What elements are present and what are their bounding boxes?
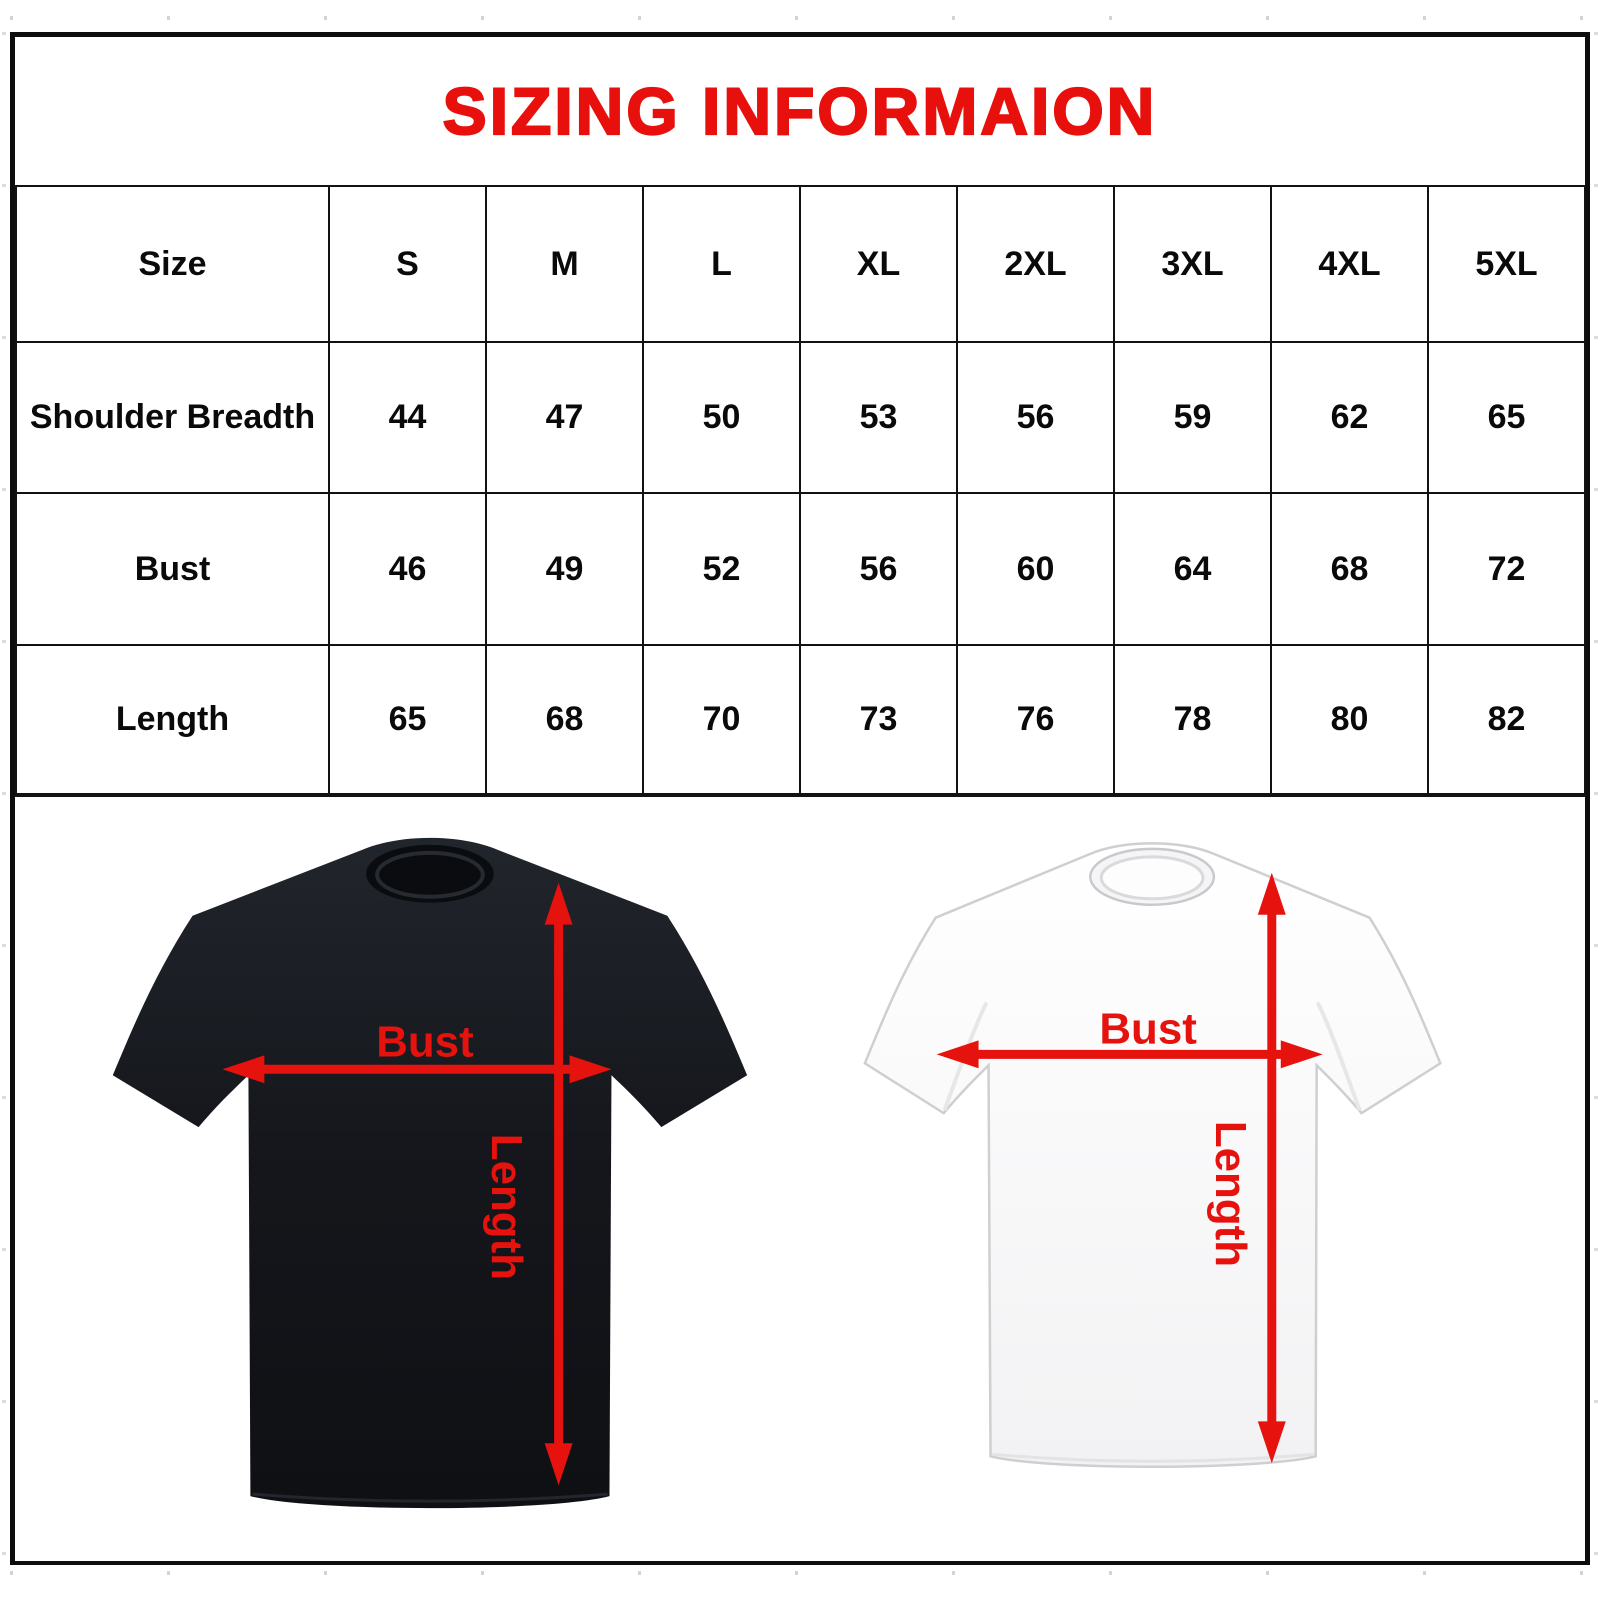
size-cell: 59 — [1113, 341, 1272, 494]
row-shoulder-breadth: Shoulder Breadth 44 47 50 53 56 59 62 65 — [15, 341, 1586, 494]
size-cell: 62 — [1270, 341, 1429, 494]
size-cell: 49 — [485, 492, 644, 646]
size-cell: 68 — [485, 644, 644, 796]
bust-arrow — [936, 1040, 1323, 1069]
white-shirt-collar-band — [1099, 855, 1205, 901]
grid-ticks-left — [2, 32, 6, 1565]
header-cell: S — [328, 185, 487, 343]
black-shirt-body — [112, 837, 748, 1509]
header-row: Size S M L XL 2XL 3XL 4XL 5XL — [15, 185, 1586, 343]
header-cell: 3XL — [1113, 185, 1272, 343]
header-cell: 2XL — [956, 185, 1115, 343]
bust-arrow — [222, 1055, 612, 1084]
row-label: Bust — [15, 492, 330, 646]
bust-label: Bust — [376, 1017, 474, 1066]
black-shirt-hem-shadow — [252, 1492, 608, 1503]
length-arrow — [544, 882, 573, 1486]
length-label: Length — [482, 1134, 531, 1280]
page-title: SIZING INFORMAION — [442, 73, 1158, 149]
header-cell: L — [642, 185, 801, 343]
white-shirt-body — [863, 842, 1442, 1468]
size-cell: 47 — [485, 341, 644, 494]
size-cell: 44 — [328, 341, 487, 494]
grid-ticks-bottom — [10, 1571, 1590, 1575]
row-length: Length 65 68 70 73 76 78 80 82 — [15, 644, 1586, 796]
size-cell: 68 — [1270, 492, 1429, 646]
header-cell: M — [485, 185, 644, 343]
white-shirt-figure: Bust Length — [863, 842, 1442, 1468]
size-cell: 65 — [328, 644, 487, 796]
size-cell: 52 — [642, 492, 801, 646]
size-cell: 64 — [1113, 492, 1272, 646]
header-cell: XL — [799, 185, 958, 343]
chart-frame: SIZING INFORMAION Size S M L XL 2XL 3XL … — [10, 32, 1590, 1565]
bust-label: Bust — [1099, 1004, 1197, 1053]
length-arrow — [1257, 872, 1286, 1464]
size-cell: 80 — [1270, 644, 1429, 796]
size-cell: 70 — [642, 644, 801, 796]
row-label: Length — [15, 644, 330, 796]
size-cell: 60 — [956, 492, 1115, 646]
size-cell: 65 — [1427, 341, 1586, 494]
length-label: Length — [1206, 1121, 1255, 1267]
grid-ticks-top — [10, 16, 1590, 20]
size-cell: 73 — [799, 644, 958, 796]
row-label: Shoulder Breadth — [15, 341, 330, 494]
black-shirt-figure: Bust Length — [112, 837, 748, 1509]
black-shirt-collar-band — [375, 850, 485, 899]
shirt-diagrams: Bust Length — [15, 797, 1585, 1561]
white-shirt-sleeve-crease-right — [1315, 1001, 1362, 1111]
header-cell-size: Size — [15, 185, 330, 343]
size-cell: 76 — [956, 644, 1115, 796]
row-bust: Bust 46 49 52 56 60 64 68 72 — [15, 492, 1586, 646]
size-table: Size S M L XL 2XL 3XL 4XL 5XL Shoulder B… — [15, 185, 1586, 797]
grid-ticks-right — [1594, 32, 1598, 1565]
size-cell: 53 — [799, 341, 958, 494]
size-cell: 78 — [1113, 644, 1272, 796]
header-cell: 4XL — [1270, 185, 1429, 343]
size-cell: 50 — [642, 341, 801, 494]
size-cell: 72 — [1427, 492, 1586, 646]
size-cell: 56 — [956, 341, 1115, 494]
header-cell: 5XL — [1427, 185, 1586, 343]
size-cell: 46 — [328, 492, 487, 646]
size-cell: 82 — [1427, 644, 1586, 796]
size-cell: 56 — [799, 492, 958, 646]
